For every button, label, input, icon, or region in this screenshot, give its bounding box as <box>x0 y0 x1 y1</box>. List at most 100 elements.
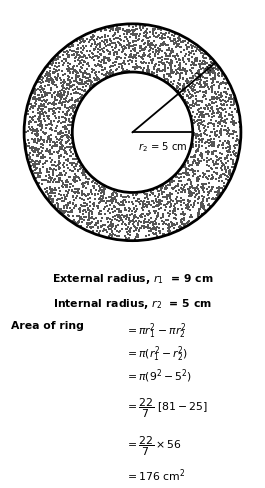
Point <box>161 231 165 239</box>
Point <box>225 172 229 180</box>
Point <box>131 38 135 46</box>
Point <box>139 212 143 220</box>
Point <box>51 69 55 77</box>
Point <box>165 198 170 206</box>
Point <box>192 117 196 125</box>
Point <box>142 53 147 61</box>
Point <box>195 45 199 53</box>
Point <box>218 155 222 163</box>
Point <box>52 162 57 169</box>
Point <box>163 65 167 73</box>
Point <box>210 104 214 112</box>
Point <box>158 26 162 34</box>
Point <box>132 205 136 213</box>
Text: Area of ring: Area of ring <box>11 320 83 330</box>
Point <box>64 58 68 66</box>
Point <box>181 186 185 194</box>
Point <box>182 67 186 75</box>
Point <box>71 183 75 190</box>
Point <box>228 169 232 177</box>
Point <box>235 109 239 117</box>
Point <box>38 173 42 181</box>
Point <box>125 235 129 243</box>
Point <box>74 193 79 201</box>
Point <box>51 99 56 107</box>
Point <box>26 136 30 144</box>
Point <box>184 181 189 189</box>
Point <box>102 198 106 206</box>
Point <box>49 165 53 173</box>
Point <box>169 65 173 73</box>
Point <box>120 194 125 202</box>
Point <box>178 61 182 68</box>
Point <box>202 83 206 91</box>
Point <box>102 61 106 68</box>
Point <box>136 232 140 240</box>
Point <box>55 122 60 130</box>
Point <box>189 188 194 196</box>
Point <box>135 37 140 44</box>
Point <box>177 56 181 63</box>
Point <box>168 194 172 202</box>
Point <box>79 39 83 46</box>
Point <box>217 175 221 183</box>
Point <box>158 42 162 50</box>
Point <box>170 191 175 199</box>
Point <box>92 67 96 75</box>
Point <box>188 187 193 195</box>
Point <box>184 69 188 77</box>
Point <box>179 49 183 57</box>
Point <box>47 76 52 84</box>
Point <box>53 184 57 192</box>
Point <box>131 56 135 63</box>
Point <box>214 196 218 204</box>
Point <box>217 114 221 122</box>
Point <box>187 204 191 212</box>
Point <box>71 108 75 116</box>
Point <box>134 23 138 31</box>
Point <box>37 159 41 167</box>
Point <box>39 83 43 91</box>
Point <box>158 197 162 204</box>
Point <box>211 68 216 76</box>
Point <box>30 114 35 122</box>
Point <box>145 67 149 75</box>
Point <box>61 99 65 106</box>
Point <box>47 135 51 143</box>
Point <box>33 164 37 172</box>
Point <box>183 189 187 197</box>
Point <box>100 189 104 197</box>
Point <box>72 205 76 213</box>
Point <box>66 52 70 60</box>
Point <box>191 86 195 94</box>
Point <box>29 119 33 126</box>
Point <box>204 51 208 59</box>
Point <box>36 172 41 180</box>
Point <box>60 133 64 141</box>
Point <box>102 56 106 64</box>
Point <box>121 218 125 226</box>
Point <box>83 171 87 179</box>
Point <box>108 37 112 45</box>
Point <box>194 159 198 167</box>
Point <box>73 102 77 110</box>
Point <box>34 165 38 173</box>
Point <box>198 88 202 96</box>
Point <box>84 214 89 222</box>
Point <box>91 81 96 88</box>
Point <box>169 46 174 54</box>
Point <box>201 74 205 82</box>
Point <box>186 204 190 212</box>
Point <box>108 36 112 44</box>
Point <box>68 83 73 91</box>
Point <box>235 142 239 149</box>
Point <box>205 147 210 155</box>
Point <box>41 87 46 95</box>
Point <box>68 160 72 167</box>
Point <box>115 212 119 220</box>
Point <box>159 201 163 208</box>
Point <box>56 205 60 213</box>
Point <box>208 67 212 75</box>
Point <box>151 26 156 34</box>
Point <box>68 119 72 127</box>
